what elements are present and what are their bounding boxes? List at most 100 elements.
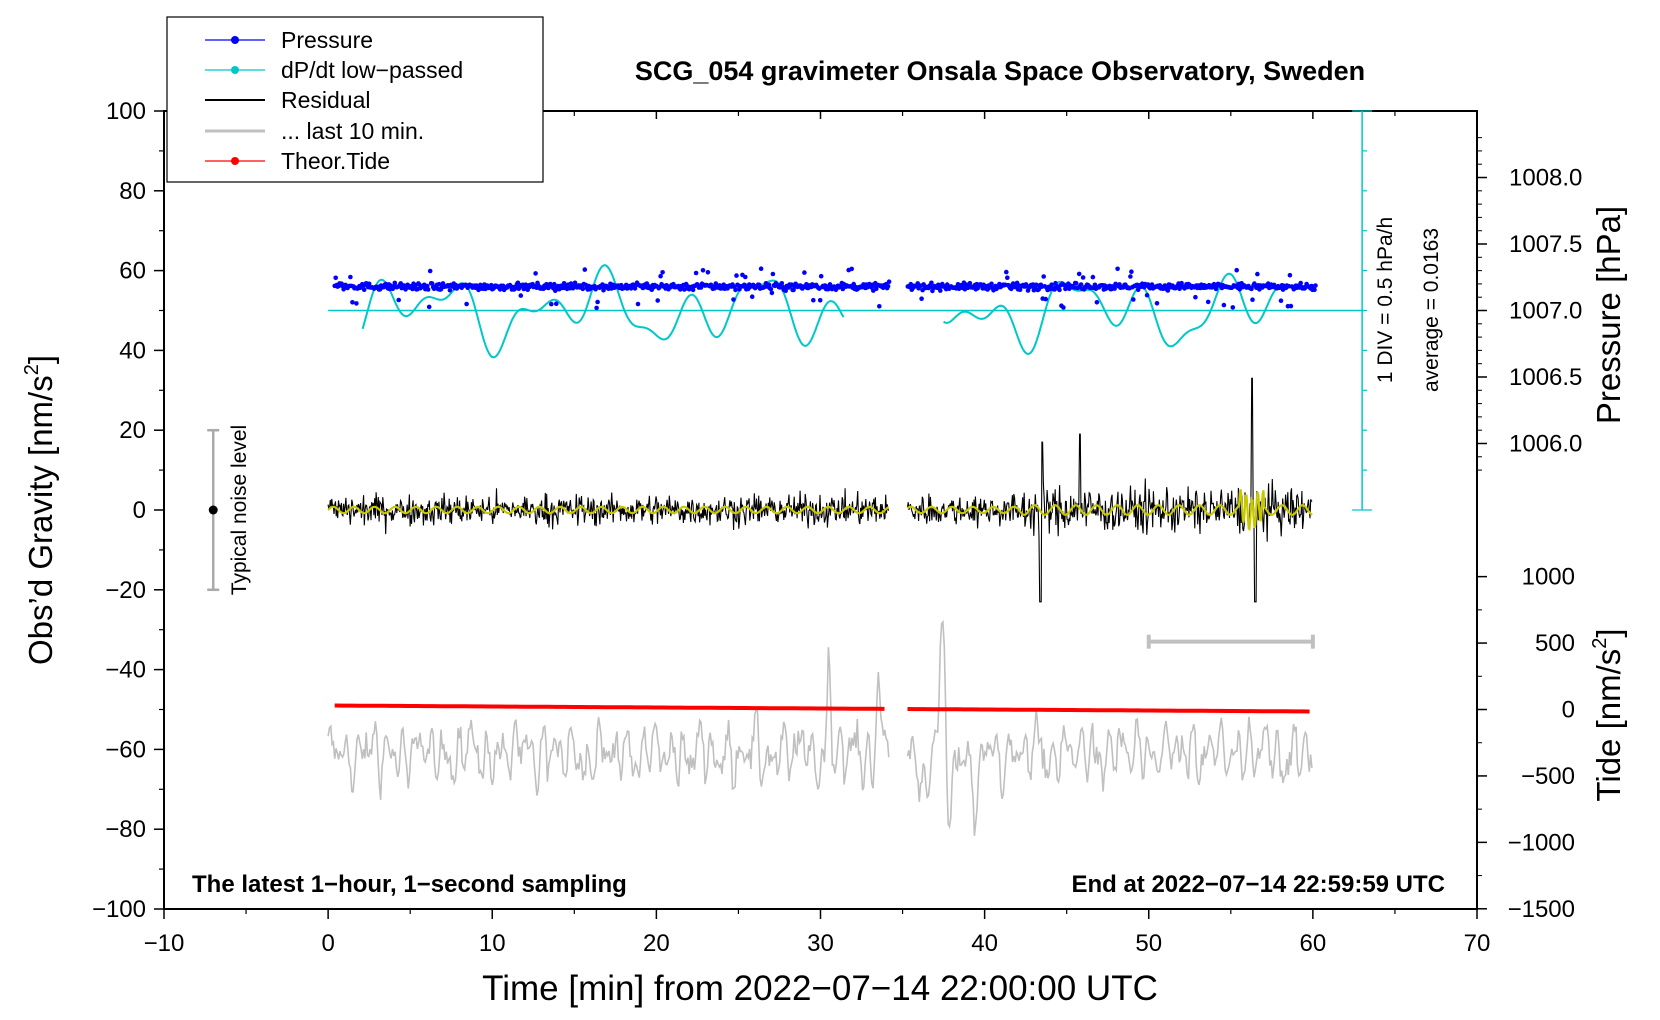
x-tick-label: −10 [144, 930, 185, 957]
tide-tick-label: 0 [1562, 697, 1575, 724]
y-tick-label: −100 [92, 896, 146, 923]
y-tick-label: 80 [119, 178, 146, 205]
pressure-point [594, 305, 599, 311]
pressure-point [967, 280, 973, 286]
pressure-point [1287, 272, 1293, 278]
pressure-point [549, 301, 554, 307]
last-10-min-line [906, 619, 1313, 836]
tide-tick-label: −1000 [1508, 829, 1575, 856]
pressure-point [700, 268, 706, 273]
tide-tick-label: −500 [1521, 763, 1575, 790]
pressure-point [1057, 287, 1062, 293]
pressure-point [533, 271, 538, 276]
pressure-point [938, 288, 943, 293]
pressure-point [1205, 299, 1211, 305]
y-tick-label: 0 [133, 497, 146, 524]
residual-series [327, 377, 1313, 603]
pressure-point [348, 274, 353, 280]
pressure-point [1131, 297, 1136, 302]
pressure-point [635, 301, 641, 307]
y-axis-pressure: 1006.0 1006.5 1007.0 1007.5 1008.0 [1477, 137, 1582, 471]
chart-title: SCG_054 gravimeter Onsala Space Observat… [635, 56, 1365, 86]
y-tick-label: −40 [105, 657, 146, 684]
pressure-point [436, 281, 442, 287]
residual-smoothed-line [906, 489, 1313, 532]
x-axis: −10 0 10 20 30 40 50 60 70 [144, 111, 1490, 957]
pressure-point [518, 293, 524, 298]
dpdt-scale-label: 1 DIV = 0.5 hPa/h [1374, 217, 1397, 383]
pressure-point [552, 281, 557, 287]
x-tick-label: 30 [807, 930, 834, 957]
y-axis-gravity: −100 −80 −60 −40 −20 0 20 40 60 80 100 [92, 98, 164, 923]
pressure-point [1144, 292, 1150, 298]
last-10-min-series [327, 619, 1313, 836]
pressure-point [350, 300, 355, 305]
tide-tick-label: −1500 [1508, 896, 1575, 923]
pressure-point [734, 273, 739, 278]
pressure-point [392, 280, 398, 286]
svg-text:Pressure: Pressure [281, 27, 373, 53]
pressure-point [690, 287, 696, 293]
x-tick-label: 60 [1300, 930, 1327, 957]
tide-series [334, 703, 1310, 714]
pressure-point [1049, 282, 1054, 288]
legend-item-last-10-min: ... last 10 min. [205, 118, 424, 144]
x-tick-label: 50 [1135, 930, 1162, 957]
last-10-min-line [327, 647, 890, 800]
y-tick-label: −20 [105, 577, 146, 604]
y-tick-label: 100 [106, 98, 146, 125]
pressure-point [595, 299, 600, 305]
y-tick-label: −60 [105, 736, 146, 763]
tide-tick-label: 1000 [1522, 564, 1575, 591]
pressure-point [1080, 275, 1086, 280]
pressure-point [582, 267, 588, 272]
pressure-point [1094, 300, 1100, 305]
pressure-point [429, 281, 435, 286]
pressure-point [1004, 269, 1009, 275]
pressure-point [885, 284, 891, 289]
pressure-series [332, 266, 1318, 311]
pressure-point [1115, 266, 1120, 272]
pressure-point [743, 274, 748, 280]
pressure-point [705, 270, 711, 275]
pressure-point [396, 297, 402, 303]
pressure-point [1250, 297, 1255, 303]
pressure-point [425, 283, 430, 289]
tide-tick-label: 500 [1535, 630, 1575, 657]
y-tick-label: 60 [119, 258, 146, 285]
pressure-point [354, 301, 359, 306]
pressure-point [779, 281, 785, 286]
dpdt-series [361, 264, 1279, 359]
pressure-point [886, 279, 892, 285]
legend-item-residual: Residual [205, 87, 371, 113]
pressure-point [817, 298, 823, 303]
pressure-point [1234, 267, 1239, 273]
x-tick-label: 10 [479, 930, 506, 957]
y-tick-label: 40 [119, 337, 146, 364]
pressure-point [1230, 305, 1236, 310]
pressure-point [1154, 301, 1160, 306]
pressure-point [1078, 282, 1084, 287]
tide-line [334, 703, 885, 711]
residual-line [906, 377, 1313, 603]
y2-axis-label: Pressure [hPa] [1590, 206, 1627, 424]
y-axis-label: Obs’d Gravity [nm/s2] [21, 355, 59, 665]
pressure-point [1255, 271, 1260, 277]
y-tick-label: −80 [105, 816, 146, 843]
pressure-point [655, 298, 660, 303]
pressure-point [658, 273, 663, 279]
pressure-point [553, 288, 558, 294]
pressure-point [447, 288, 453, 293]
pressure-point [1090, 274, 1096, 280]
pressure-point [1043, 296, 1048, 302]
pressure-tick-label: 1006.0 [1509, 430, 1582, 457]
pressure-point [1312, 287, 1317, 293]
pressure-point [1249, 286, 1254, 292]
y-axis-tide: −1500 −1000 −500 0 500 1000 [1477, 564, 1575, 923]
legend-item-pressure: Pressure [205, 27, 373, 53]
pressure-point [849, 266, 854, 272]
pressure-point [1017, 287, 1023, 293]
pressure-tick-label: 1006.5 [1509, 364, 1582, 391]
pressure-point [1129, 269, 1134, 275]
